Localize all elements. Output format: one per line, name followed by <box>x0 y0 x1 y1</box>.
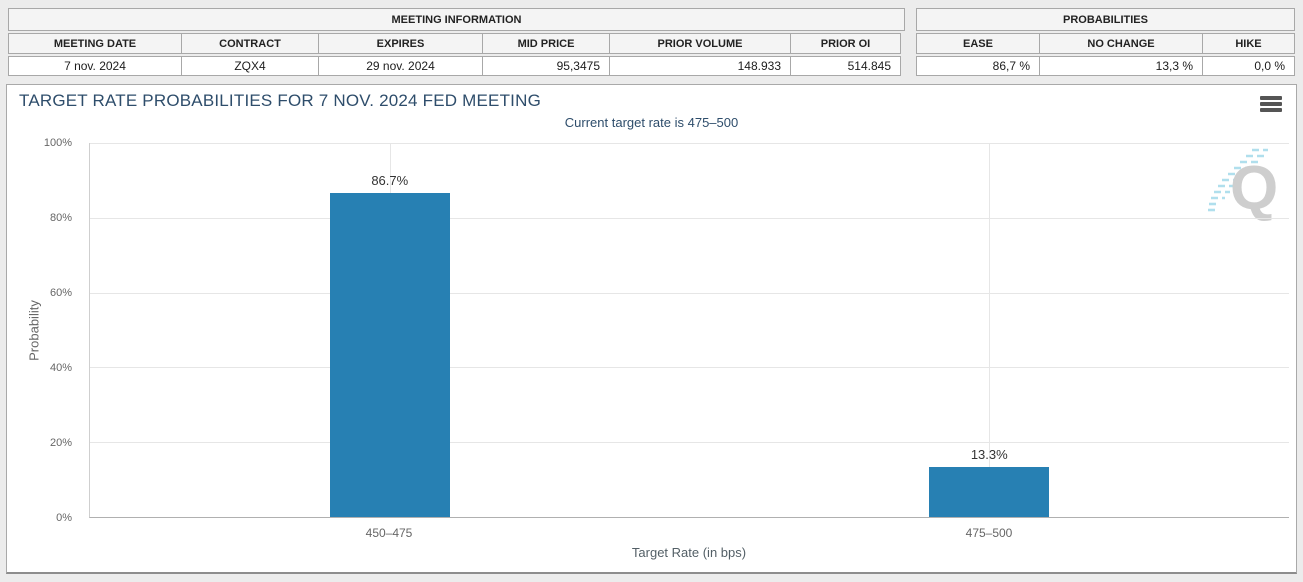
col-hike: HIKE <box>1202 33 1295 54</box>
gridline <box>989 143 991 517</box>
col-ease: EASE <box>916 33 1040 54</box>
y-tick-80: 80% <box>49 212 72 224</box>
bar-value-label: 13.3% <box>970 447 1008 463</box>
gridline <box>90 442 1289 444</box>
y-tick-20: 20% <box>49 437 72 449</box>
meeting-info-table: MEETING INFORMATION MEETING DATE CONTRAC… <box>8 8 905 78</box>
probabilities-table: PROBABILITIES EASE NO CHANGE HIKE 86,7 %… <box>916 8 1295 78</box>
gridline <box>90 292 1289 294</box>
meeting-info-header-row: MEETING DATE CONTRACT EXPIRES MID PRICE … <box>8 33 905 54</box>
svg-text:Q: Q <box>1230 154 1278 223</box>
y-axis-title: Probability <box>26 300 42 361</box>
ease-value: 86,7 % <box>916 56 1040 76</box>
target-rate-chart-panel: TARGET RATE PROBABILITIES FOR 7 NOV. 202… <box>6 84 1297 574</box>
bar-rect <box>329 192 450 517</box>
probabilities-header-row: EASE NO CHANGE HIKE <box>916 33 1295 54</box>
hamburger-menu-icon[interactable] <box>1260 96 1282 112</box>
gridline <box>90 217 1289 219</box>
probabilities-title-row: PROBABILITIES <box>916 8 1295 31</box>
menu-bar <box>1260 108 1282 112</box>
y-tick-40: 40% <box>49 362 72 374</box>
col-no-change: NO CHANGE <box>1039 33 1203 54</box>
bar-475-500[interactable]: 13.3% <box>929 447 1050 517</box>
y-tick-100: 100% <box>43 137 72 149</box>
x-axis-title: Target Rate (in bps) <box>631 545 747 560</box>
bar-450-475[interactable]: 86.7% <box>329 173 450 517</box>
chart-title: TARGET RATE PROBABILITIES FOR 7 NOV. 202… <box>19 91 541 110</box>
no-change-value: 13,3 % <box>1039 56 1203 76</box>
menu-bar <box>1260 102 1282 106</box>
probabilities-value-row: 86,7 % 13,3 % 0,0 % <box>916 56 1295 76</box>
col-mid-price: MID PRICE <box>482 33 610 54</box>
gridline <box>90 143 1289 144</box>
y-tick-0: 0% <box>56 512 72 524</box>
meeting-info-value-row: 7 nov. 2024 ZQX4 29 nov. 2024 95,3475 14… <box>8 56 905 76</box>
col-prior-oi: PRIOR OI <box>790 33 901 54</box>
col-contract: CONTRACT <box>181 33 319 54</box>
y-tick-60: 60% <box>49 287 72 299</box>
expires-value: 29 nov. 2024 <box>318 56 483 76</box>
chart-subtitle: Current target rate is 475–500 <box>564 115 739 130</box>
col-expires: EXPIRES <box>318 33 483 54</box>
menu-bar <box>1260 96 1282 100</box>
gridline <box>90 367 1289 369</box>
col-meeting-date: MEETING DATE <box>8 33 182 54</box>
meeting-info-title: MEETING INFORMATION <box>8 8 905 31</box>
prior-volume-value: 148.933 <box>609 56 791 76</box>
contract-value: ZQX4 <box>181 56 319 76</box>
mid-price-value: 95,3475 <box>482 56 610 76</box>
prior-oi-value: 514.845 <box>790 56 901 76</box>
col-prior-volume: PRIOR VOLUME <box>609 33 791 54</box>
x-tick-450-475: 450–475 <box>365 526 413 540</box>
x-tick-475-500: 475–500 <box>965 526 1013 540</box>
bar-rect <box>929 467 1050 517</box>
probabilities-title: PROBABILITIES <box>916 8 1295 31</box>
bar-value-label: 86.7% <box>371 172 409 188</box>
meeting-info-title-row: MEETING INFORMATION <box>8 8 905 31</box>
plot-area: 86.7% 13.3% <box>89 143 1289 518</box>
quikstrike-q-watermark: Q <box>1208 148 1278 223</box>
meeting-date-value: 7 nov. 2024 <box>8 56 182 76</box>
hike-value: 0,0 % <box>1202 56 1295 76</box>
